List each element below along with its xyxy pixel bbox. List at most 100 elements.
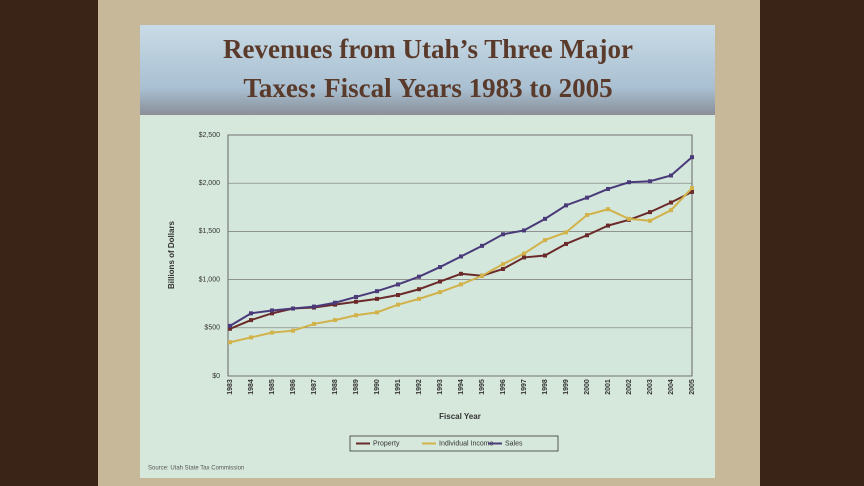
marker: [648, 218, 652, 223]
y-tick-label: $500: [204, 325, 220, 332]
x-tick-label: 1999: [563, 379, 570, 395]
marker: [459, 271, 463, 276]
marker: [690, 189, 694, 194]
x-tick-label: 1992: [416, 379, 423, 395]
marker: [438, 279, 442, 284]
marker: [228, 340, 232, 345]
y-tick-label: $2,500: [199, 132, 221, 139]
marker: [522, 251, 526, 256]
y-axis-label: Billions of Dollars: [167, 220, 176, 289]
source: Source: Utah State Tax Commission: [148, 466, 244, 472]
marker: [522, 228, 526, 233]
marker: [249, 318, 253, 323]
title-banner: [140, 25, 715, 115]
marker: [270, 311, 274, 316]
x-tick-label: 1994: [458, 379, 465, 395]
marker: [459, 254, 463, 259]
y-tick-label: $2,000: [199, 180, 221, 187]
x-tick-label: 1986: [290, 379, 297, 395]
marker: [669, 200, 673, 205]
marker: [396, 293, 400, 298]
x-tick-label: 1997: [521, 379, 528, 395]
marker: [543, 253, 547, 258]
x-tick-label: 1983: [227, 379, 234, 395]
marker: [417, 274, 421, 279]
marker: [606, 186, 610, 191]
x-tick-label: 1987: [311, 379, 318, 395]
x-tick-label: 2000: [584, 379, 591, 395]
marker: [438, 290, 442, 295]
marker: [312, 304, 316, 309]
marker: [249, 311, 253, 316]
marker: [606, 223, 610, 228]
x-tick-label: 2002: [626, 379, 633, 395]
marker: [270, 330, 274, 335]
marker: [396, 282, 400, 287]
marker: [417, 296, 421, 301]
marker: [564, 203, 568, 208]
marker: [354, 313, 358, 318]
x-tick-label: 2004: [668, 379, 675, 395]
legend: [349, 435, 559, 452]
x-tick-label: 1993: [437, 379, 444, 395]
marker: [375, 310, 379, 315]
marker: [375, 289, 379, 294]
marker: [627, 216, 631, 221]
x-tick-label: 2003: [647, 379, 654, 395]
marker: [669, 208, 673, 213]
marker: [501, 262, 505, 267]
marker: [543, 216, 547, 221]
marker: [228, 323, 232, 328]
marker: [585, 195, 589, 200]
x-tick-label: 2001: [605, 379, 612, 395]
marker: [333, 300, 337, 305]
x-tick-label: 1996: [500, 379, 507, 395]
marker: [690, 155, 694, 160]
x-tick-label: 1988: [332, 379, 339, 395]
marker: [585, 213, 589, 218]
marker: [564, 241, 568, 246]
x-axis-label: Fiscal Year: [439, 412, 481, 421]
marker: [312, 321, 316, 326]
marker: [648, 179, 652, 184]
x-tick-label: 1998: [542, 379, 549, 395]
x-tick-label: 1985: [269, 379, 276, 395]
marker: [501, 266, 505, 271]
x-tick-label: 1989: [353, 379, 360, 395]
chart-title: Taxes: Fiscal Years 1983 to 2005: [243, 73, 612, 103]
marker: [627, 180, 631, 185]
marker: [585, 233, 589, 238]
marker: [438, 265, 442, 270]
y-tick-label: $0: [212, 373, 220, 380]
marker: [480, 273, 484, 278]
marker: [522, 255, 526, 260]
marker: [459, 282, 463, 287]
x-tick-label: 1984: [248, 379, 255, 395]
x-tick-label: 1995: [479, 379, 486, 395]
legend-label: Individual Income: [439, 440, 494, 447]
marker: [480, 243, 484, 248]
x-tick-label: 1990: [374, 379, 381, 395]
marker: [564, 230, 568, 235]
y-tick-label: $1,000: [199, 276, 221, 283]
marker: [354, 294, 358, 299]
marker: [249, 335, 253, 340]
marker: [501, 232, 505, 237]
marker: [270, 308, 274, 313]
marker: [354, 299, 358, 304]
marker: [543, 238, 547, 243]
marker: [291, 328, 295, 333]
legend-label: Property: [373, 440, 400, 447]
chart-title: Revenues from Utah’s Three Major: [223, 34, 633, 64]
marker: [291, 306, 295, 311]
marker: [669, 173, 673, 178]
y-tick-label: $1,500: [199, 228, 221, 235]
legend-label: Sales: [505, 440, 523, 447]
marker: [396, 302, 400, 307]
marker: [690, 186, 694, 191]
marker: [228, 326, 232, 331]
marker: [606, 207, 610, 212]
marker: [417, 287, 421, 292]
marker: [333, 318, 337, 323]
